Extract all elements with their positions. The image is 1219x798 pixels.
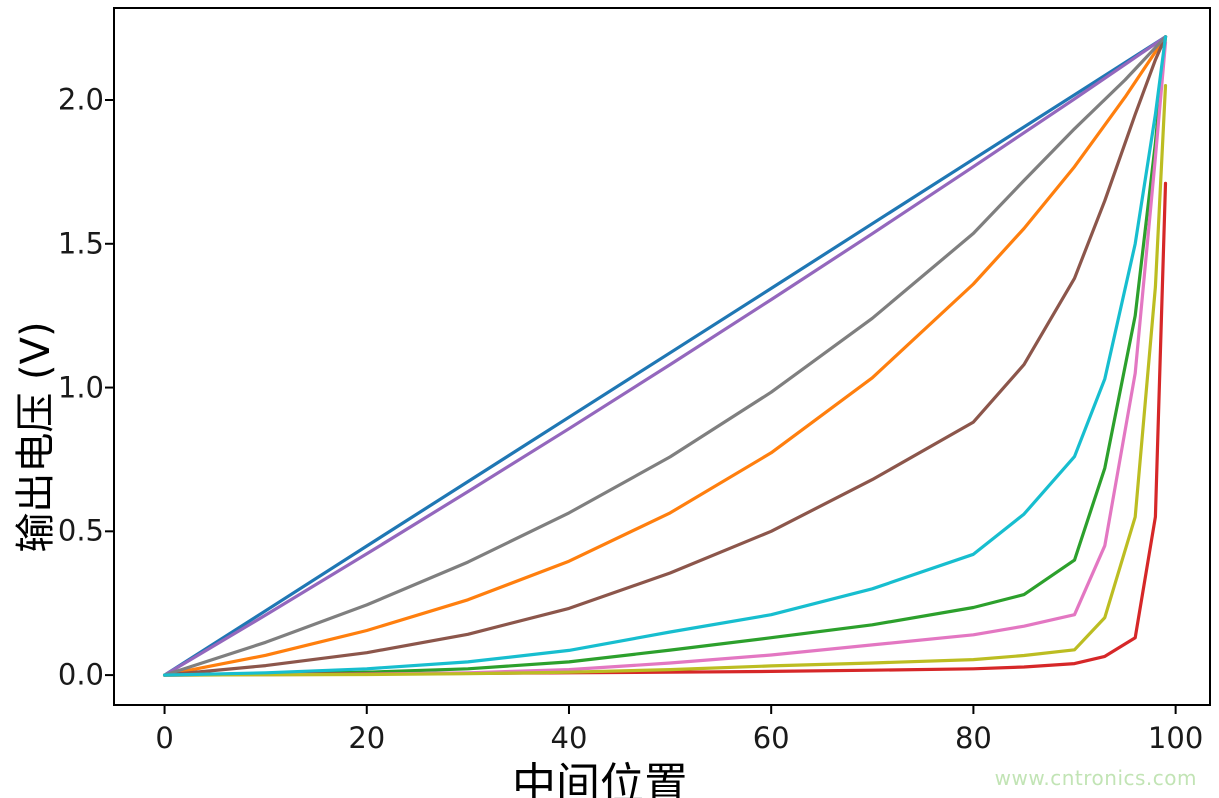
x-axis-label: 中间位置 [512,759,688,798]
y-tick-label-0.0: 0.0 [57,657,104,692]
curves-group [163,35,1168,677]
y-tick-label-1.5: 1.5 [57,226,104,261]
y-tick-label-2.0: 2.0 [57,82,104,117]
curve-green [163,35,1168,677]
x-tick-label-20: 20 [348,721,386,755]
x-tick-label-100: 100 [1147,721,1204,755]
x-tick-label-80: 80 [954,721,992,755]
watermark: www.cntronics.com [994,766,1197,790]
x-tick-label-0: 0 [155,721,174,755]
curve-gray [163,35,1168,677]
curve-brown [163,35,1168,677]
y-tick-label-0.5: 0.5 [57,513,104,548]
axes-spine-box [113,7,1211,706]
curve-cyan [163,35,1168,677]
x-tick-label-60: 60 [752,721,790,755]
curve-red [163,181,1168,677]
axis-ticks [105,99,1177,714]
curve-olive [163,83,1168,677]
y-tick-label-1.0: 1.0 [57,370,104,405]
x-tick-label-40: 40 [550,721,588,755]
curve-orange [163,35,1168,677]
curve-blue [163,35,1168,677]
curve-purple [163,35,1168,677]
